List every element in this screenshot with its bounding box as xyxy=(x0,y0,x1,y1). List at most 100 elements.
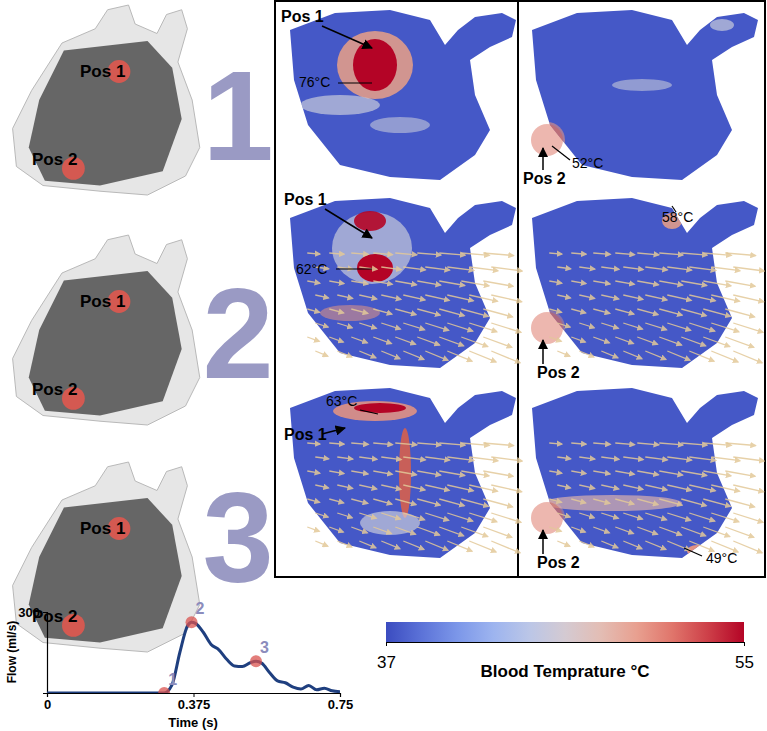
velocity-arrow xyxy=(549,471,562,473)
velocity-arrow xyxy=(593,471,610,474)
velocity-arrow xyxy=(447,351,472,361)
velocity-arrow xyxy=(615,337,633,344)
row-numeral: 1 xyxy=(202,44,273,187)
tick-mark xyxy=(386,642,387,646)
velocity-arrow xyxy=(703,527,729,537)
annotation-arrow xyxy=(542,340,544,364)
velocity-arrow xyxy=(329,443,344,444)
velocity-arrow xyxy=(315,513,328,517)
velocity-arrow xyxy=(659,253,683,255)
velocity-arrow xyxy=(667,457,691,460)
colorbar-title: Blood Temprature °C xyxy=(481,662,650,681)
velocity-arrow xyxy=(557,513,570,517)
position-label: Pos 1 xyxy=(284,426,327,443)
heat-spot xyxy=(354,211,386,231)
heatmap-panel xyxy=(529,388,764,558)
velocity-arrow xyxy=(637,443,658,445)
x-axis: 00.3750.75 xyxy=(44,693,353,712)
velocity-arrow xyxy=(439,337,463,346)
figure: Pos 1Pos 21Pos 1Pos 22Pos 1Pos 23Pos 176… xyxy=(0,0,767,731)
velocity-arrow xyxy=(315,295,328,298)
velocity-arrow xyxy=(725,499,754,507)
velocity-arrow xyxy=(579,485,594,488)
heatmap-panel xyxy=(290,10,516,180)
velocity-arrow xyxy=(733,541,762,553)
annotation-line xyxy=(360,410,378,414)
annotation-arrow xyxy=(325,209,372,238)
velocity-arrow xyxy=(417,337,439,345)
velocity-arrow xyxy=(417,281,440,285)
velocity-arrow xyxy=(601,541,618,548)
velocity-arrow xyxy=(307,471,320,473)
velocity-arrow xyxy=(351,471,368,474)
velocity-arrow xyxy=(337,513,352,518)
velocity-arrow xyxy=(403,267,425,270)
velocity-arrow xyxy=(359,351,376,358)
velocity-arrow xyxy=(645,457,667,460)
velocity-arrow xyxy=(315,323,328,327)
tick-label: 0 xyxy=(44,697,51,712)
velocity-arrow xyxy=(681,499,706,506)
y-axis: 300 xyxy=(18,605,47,694)
velocity-arrow xyxy=(733,351,762,363)
velocity-arrow xyxy=(637,309,658,315)
tick: 55 xyxy=(735,642,754,672)
heat-field xyxy=(529,19,734,158)
time-marker xyxy=(250,655,262,667)
velocity-arrow xyxy=(329,471,344,474)
velocity-arrow xyxy=(571,499,585,503)
velocity-arrow xyxy=(615,499,634,504)
velocity-arrow xyxy=(491,351,520,363)
position-label: Pos 2 xyxy=(523,170,566,187)
position-label: Pos 2 xyxy=(537,554,580,571)
velocity-arrow xyxy=(659,443,683,445)
velocity-arrow xyxy=(667,295,691,300)
heat-field xyxy=(300,31,430,133)
atrium-slice xyxy=(290,10,516,180)
velocity-arrow xyxy=(689,513,714,521)
velocity-arrow xyxy=(417,253,441,255)
velocity-arrow xyxy=(549,253,562,254)
velocity-arrow xyxy=(623,351,642,359)
model-outer xyxy=(13,235,200,425)
heat-spot xyxy=(710,19,734,31)
velocity-arrow xyxy=(557,323,570,327)
temperature-label: 52°C xyxy=(572,155,603,171)
velocity-arrow xyxy=(469,541,496,552)
velocity-arrow xyxy=(725,309,754,317)
velocity-arrow xyxy=(337,485,352,488)
velocity-arrow xyxy=(329,499,343,503)
velocity-arrow xyxy=(645,295,667,300)
velocity-arrow xyxy=(689,485,715,491)
tick: 0 xyxy=(44,693,51,712)
velocity-arrow xyxy=(359,295,376,299)
velocity-arrow xyxy=(483,443,513,446)
velocity-arrow xyxy=(637,337,657,344)
marker-label: 2 xyxy=(196,600,205,617)
velocity-arrow xyxy=(571,281,586,284)
tick: 37 xyxy=(377,642,396,672)
atrium-slice xyxy=(532,388,758,558)
velocity-arrow xyxy=(733,513,763,522)
velocity-arrow xyxy=(395,253,416,255)
velocity-arrow xyxy=(681,471,707,476)
velocity-arrow xyxy=(329,309,343,313)
annotation-line xyxy=(336,268,372,269)
velocity-arrow xyxy=(447,541,472,551)
velocity-arrow xyxy=(593,309,610,313)
heatmap-panel xyxy=(290,388,522,558)
velocity-arrow xyxy=(571,309,585,313)
atrium-slice xyxy=(532,10,758,180)
velocity-arrow xyxy=(337,295,352,298)
velocity-arrow xyxy=(417,527,439,535)
heatmap-panel xyxy=(529,10,758,180)
velocity-arrow xyxy=(359,457,377,459)
velocity-arrow xyxy=(373,309,392,314)
velocity-arrow xyxy=(689,351,714,361)
velocity-arrow xyxy=(395,309,416,315)
velocity-arrow xyxy=(439,309,464,316)
velocity-arrow xyxy=(337,457,353,459)
heat-spot xyxy=(542,495,682,511)
axis-line xyxy=(387,643,745,647)
velocity-arrow xyxy=(571,253,586,254)
